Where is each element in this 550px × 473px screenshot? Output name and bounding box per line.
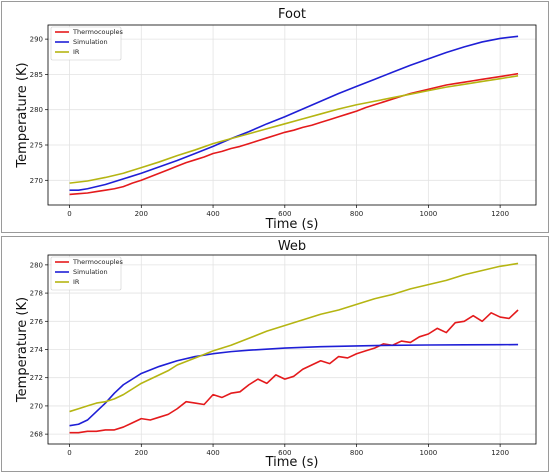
x-tick-label: 400	[206, 449, 219, 457]
web-series-line-thermocouples	[69, 309, 519, 434]
y-axis-label: Temperature (K)	[15, 62, 30, 168]
x-tick-label: 800	[350, 210, 363, 218]
y-tick-label: 270	[30, 402, 43, 410]
legend-label-ir: IR	[73, 48, 80, 56]
y-tick-label: 278	[30, 290, 43, 298]
x-tick-label: 600	[278, 449, 291, 457]
x-tick-label: 0	[67, 210, 71, 218]
legend-label-simulation: Simulation	[73, 38, 108, 46]
x-tick-label: 400	[206, 210, 219, 218]
x-axis-label: Time (s)	[265, 455, 319, 470]
y-tick-label: 280	[30, 261, 43, 269]
x-tick-label: 800	[350, 449, 363, 457]
foot-series-line-thermocouples	[69, 72, 519, 196]
chart-title: Foot	[278, 7, 306, 22]
x-tick-label: 1200	[491, 210, 509, 218]
legend-label-ir: IR	[73, 278, 80, 286]
x-tick-label: 1000	[419, 210, 437, 218]
foot-chart: 0 200 400 600 800 1000 1200 270 275 280 285 290 Foot…	[15, 7, 537, 232]
plot-frame	[47, 24, 537, 206]
y-tick-label: 274	[30, 346, 44, 354]
legend-label-simulation: Simulation	[73, 268, 108, 276]
chart-title: Web	[278, 239, 306, 254]
y-tick-label: 275	[30, 142, 43, 150]
y-tick-label: 280	[30, 106, 43, 114]
x-tick-label: 200	[135, 210, 148, 218]
y-tick-label: 276	[30, 318, 44, 326]
y-tick-label: 272	[30, 374, 43, 382]
legend-label-thermocouples: Thermocouples	[72, 28, 124, 36]
x-tick-label: 0	[67, 449, 71, 457]
y-tick-label: 290	[30, 36, 43, 44]
x-tick-label: 1000	[419, 449, 437, 457]
web-chart: 0 200 400 600 800 1000 1200 268 270 272 274 276 278 2…	[15, 239, 537, 470]
x-tick-label: 600	[278, 210, 291, 218]
web-series-line-simulation	[69, 343, 519, 427]
x-tick-label: 200	[135, 449, 148, 457]
y-tick-label: 268	[30, 431, 43, 439]
x-axis-label: Time (s)	[265, 217, 319, 232]
x-tick-label: 1200	[491, 449, 509, 457]
foot-series-line-ir	[69, 75, 519, 184]
y-axis-label: Temperature (K)	[15, 297, 30, 403]
y-tick-label: 285	[30, 71, 43, 79]
foot-chart-panel: 0 200 400 600 800 1000 1200 270 275 280 285 290 Foot…	[1, 1, 549, 233]
web-chart-panel: 0 200 400 600 800 1000 1200 268 270 272 274 276 278 2…	[1, 236, 549, 472]
legend-label-thermocouples: Thermocouples	[72, 258, 124, 266]
web-series-line-ir	[69, 262, 519, 413]
foot-series-line-simulation	[69, 35, 519, 191]
y-tick-label: 270	[30, 177, 43, 185]
